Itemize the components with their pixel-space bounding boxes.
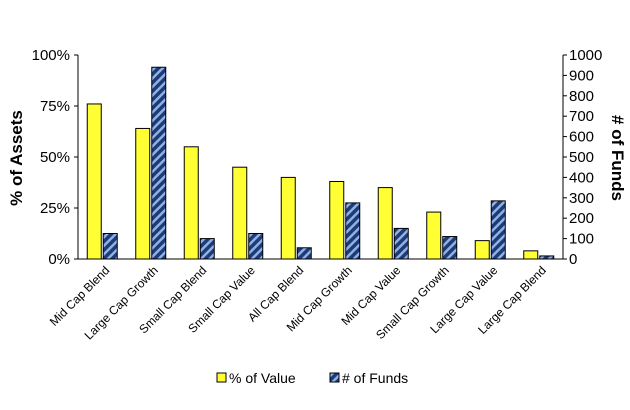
y-tick-label-right: 500 bbox=[569, 149, 594, 166]
y-tick-label-left: 100% bbox=[32, 47, 70, 64]
legend-label-pct-of-value: % of Value bbox=[229, 370, 296, 386]
y-tick-label-right: 0 bbox=[569, 251, 577, 268]
y-tick-label-left: 25% bbox=[40, 200, 70, 217]
bar-num-of-funds bbox=[248, 233, 264, 260]
bar-num-of-funds bbox=[393, 227, 409, 260]
bar-num-of-funds bbox=[296, 247, 312, 260]
bar-num-of-funds bbox=[199, 238, 215, 260]
y-tick-label-right: 200 bbox=[569, 210, 594, 227]
legend: % of Value # of Funds bbox=[216, 370, 408, 386]
y-tick-label-right: 400 bbox=[569, 169, 594, 186]
y-tick-label-left: 75% bbox=[40, 98, 70, 115]
bar-num-of-funds bbox=[442, 236, 458, 260]
y-axis-title-right: # of Funds bbox=[608, 115, 627, 201]
y-tick-label-right: 600 bbox=[569, 129, 594, 146]
bar-pct-of-value bbox=[280, 176, 296, 260]
bar-pct-of-value bbox=[426, 211, 442, 260]
y-tick-label-right: 700 bbox=[569, 108, 594, 125]
bar-pct-of-value bbox=[474, 240, 490, 260]
bar-num-of-funds bbox=[102, 233, 118, 260]
bar-pct-of-value bbox=[183, 146, 199, 260]
y-tick-label-left: 0% bbox=[48, 251, 70, 268]
y-axis-title-left: % of Assets bbox=[7, 110, 26, 206]
y-tick-label-right: 100 bbox=[569, 231, 594, 248]
y-tick-label-right: 800 bbox=[569, 88, 594, 105]
y-tick-label-right: 300 bbox=[569, 190, 594, 207]
bar-pct-of-value bbox=[523, 250, 539, 260]
bar-num-of-funds bbox=[490, 200, 506, 260]
legend-swatch-pct-of-value bbox=[216, 372, 227, 383]
bar-num-of-funds bbox=[151, 66, 167, 260]
bar-pct-of-value bbox=[135, 127, 151, 260]
legend-label-num-of-funds: # of Funds bbox=[342, 370, 408, 386]
legend-swatch-num-of-funds bbox=[329, 372, 340, 383]
bar-num-of-funds bbox=[345, 202, 361, 260]
y-tick-label-left: 50% bbox=[40, 149, 70, 166]
bar-pct-of-value bbox=[232, 166, 248, 260]
bar-pct-of-value bbox=[86, 103, 102, 260]
y-tick-label-right: 1000 bbox=[569, 47, 602, 64]
bar-pct-of-value bbox=[377, 187, 393, 260]
y-tick-label-right: 900 bbox=[569, 67, 594, 84]
bar-pct-of-value bbox=[329, 180, 345, 260]
